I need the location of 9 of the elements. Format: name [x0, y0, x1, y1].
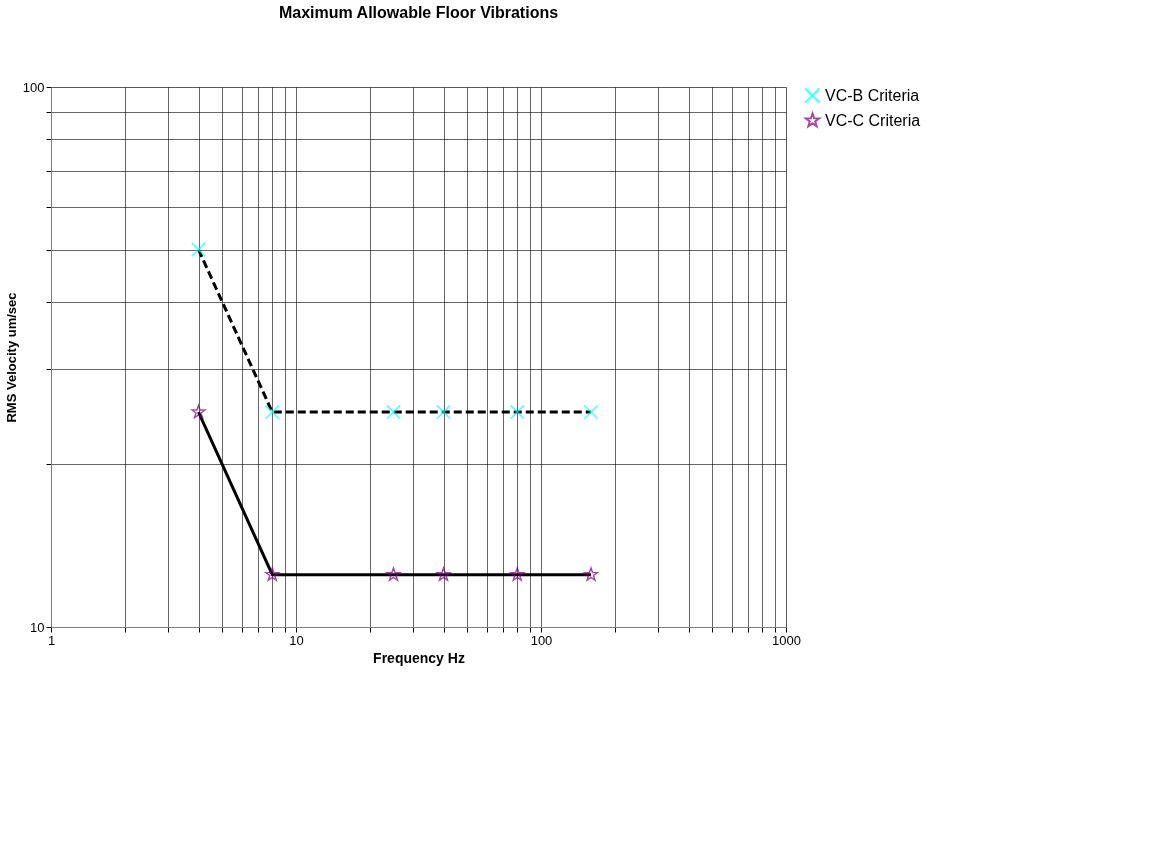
x-tick-label: 100 [530, 632, 553, 648]
x-tick-label: 1 [47, 632, 56, 648]
x-axis-title: Frequency Hz [373, 649, 465, 666]
x-tick-label: 1000 [772, 632, 801, 648]
y-axis-title: RMS Velocity um/sec [3, 292, 19, 423]
x-tick-label: 10 [289, 632, 304, 648]
legend-label: VC-B Criteria [825, 86, 920, 104]
chart-title: Maximum Allowable Floor Vibrations [278, 4, 559, 21]
legend-label: VC-C Criteria [825, 111, 921, 129]
